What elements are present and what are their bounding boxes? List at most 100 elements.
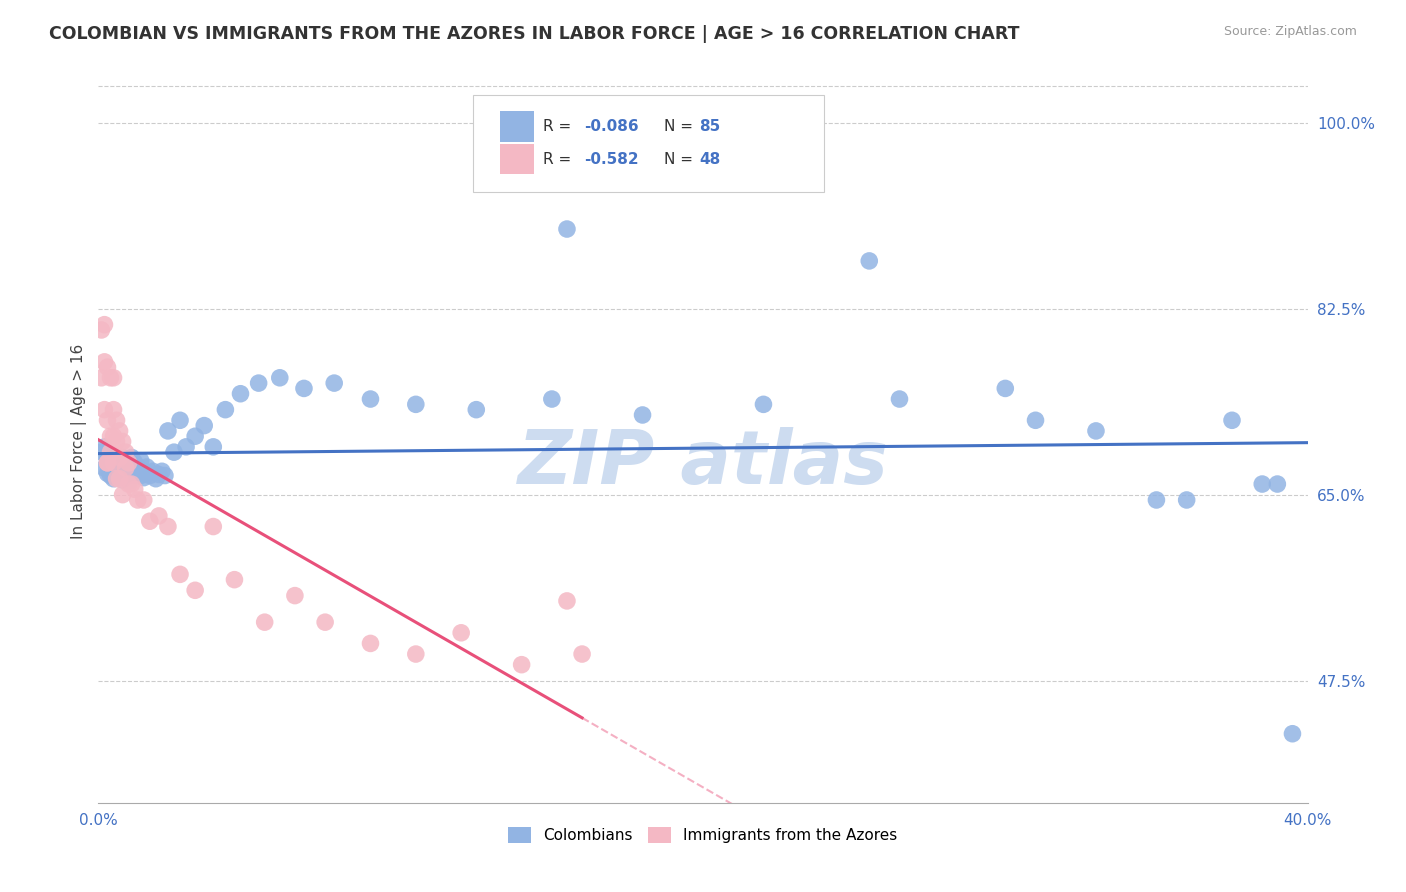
Point <box>292 381 315 395</box>
Point <box>96 456 118 470</box>
Point <box>114 463 136 477</box>
Point <box>111 464 134 478</box>
Text: N =: N = <box>664 152 699 167</box>
Point <box>118 456 141 470</box>
Point <box>111 450 134 465</box>
Point <box>124 483 146 497</box>
Text: R =: R = <box>543 152 576 167</box>
Point <box>100 464 122 478</box>
Point <box>103 472 125 486</box>
Point <box>571 647 593 661</box>
Text: N =: N = <box>664 119 699 134</box>
Point <box>284 589 307 603</box>
Point <box>202 519 225 533</box>
Point <box>127 493 149 508</box>
Point <box>169 413 191 427</box>
Point <box>405 647 427 661</box>
Point <box>111 488 134 502</box>
Point <box>540 392 562 406</box>
Point <box>108 424 131 438</box>
Point <box>103 461 125 475</box>
Point <box>1281 727 1303 741</box>
Point <box>229 386 252 401</box>
Text: -0.582: -0.582 <box>585 152 640 167</box>
Point <box>111 458 134 472</box>
Point <box>121 450 143 465</box>
Point <box>214 402 236 417</box>
Point <box>93 402 115 417</box>
Point <box>510 657 533 672</box>
Point <box>360 636 382 650</box>
Point <box>100 453 122 467</box>
Point <box>103 371 125 385</box>
Point <box>108 456 131 470</box>
Text: 85: 85 <box>699 119 721 134</box>
Point <box>93 440 115 454</box>
Point <box>145 472 167 486</box>
Point <box>994 381 1017 395</box>
Point <box>752 397 775 411</box>
Point <box>90 371 112 385</box>
Point <box>253 615 276 630</box>
Text: COLOMBIAN VS IMMIGRANTS FROM THE AZORES IN LABOR FORCE | AGE > 16 CORRELATION CH: COLOMBIAN VS IMMIGRANTS FROM THE AZORES … <box>49 25 1019 43</box>
Point <box>121 477 143 491</box>
Point <box>108 472 131 486</box>
Point <box>129 453 152 467</box>
Point <box>118 474 141 488</box>
Point <box>450 625 472 640</box>
Point <box>105 434 128 449</box>
Point <box>124 462 146 476</box>
Point <box>103 452 125 467</box>
Point <box>114 461 136 475</box>
Point <box>132 464 155 478</box>
Point <box>90 445 112 459</box>
Point <box>96 450 118 465</box>
FancyBboxPatch shape <box>501 112 534 142</box>
Point <box>247 376 270 390</box>
Point <box>103 464 125 478</box>
Text: R =: R = <box>543 119 576 134</box>
Point <box>96 467 118 481</box>
Point <box>105 456 128 470</box>
Point <box>124 468 146 483</box>
Point <box>184 583 207 598</box>
Point <box>193 418 215 433</box>
Point <box>100 371 122 385</box>
Point <box>1267 477 1289 491</box>
Point <box>103 456 125 470</box>
Point <box>360 392 382 406</box>
Point <box>93 355 115 369</box>
Point <box>405 397 427 411</box>
Point <box>135 460 157 475</box>
Point <box>118 461 141 475</box>
Point <box>96 360 118 375</box>
Point <box>858 254 880 268</box>
Point <box>132 493 155 508</box>
Point <box>108 467 131 482</box>
Point <box>100 458 122 472</box>
Point <box>100 429 122 443</box>
Point <box>202 440 225 454</box>
Point <box>224 573 246 587</box>
Point <box>169 567 191 582</box>
Point <box>148 508 170 523</box>
Point <box>96 456 118 470</box>
Legend: Colombians, Immigrants from the Azores: Colombians, Immigrants from the Azores <box>502 822 904 849</box>
Point <box>118 456 141 470</box>
Text: Source: ZipAtlas.com: Source: ZipAtlas.com <box>1223 25 1357 38</box>
Point <box>1220 413 1243 427</box>
Point <box>114 458 136 473</box>
Point <box>105 468 128 483</box>
Point <box>93 461 115 475</box>
Point <box>105 460 128 475</box>
Point <box>555 222 578 236</box>
Point <box>631 408 654 422</box>
Point <box>114 467 136 481</box>
Point <box>93 318 115 332</box>
Point <box>127 467 149 481</box>
Point <box>127 460 149 475</box>
Point <box>100 445 122 459</box>
Point <box>114 445 136 459</box>
Point <box>555 594 578 608</box>
Point <box>142 464 165 478</box>
